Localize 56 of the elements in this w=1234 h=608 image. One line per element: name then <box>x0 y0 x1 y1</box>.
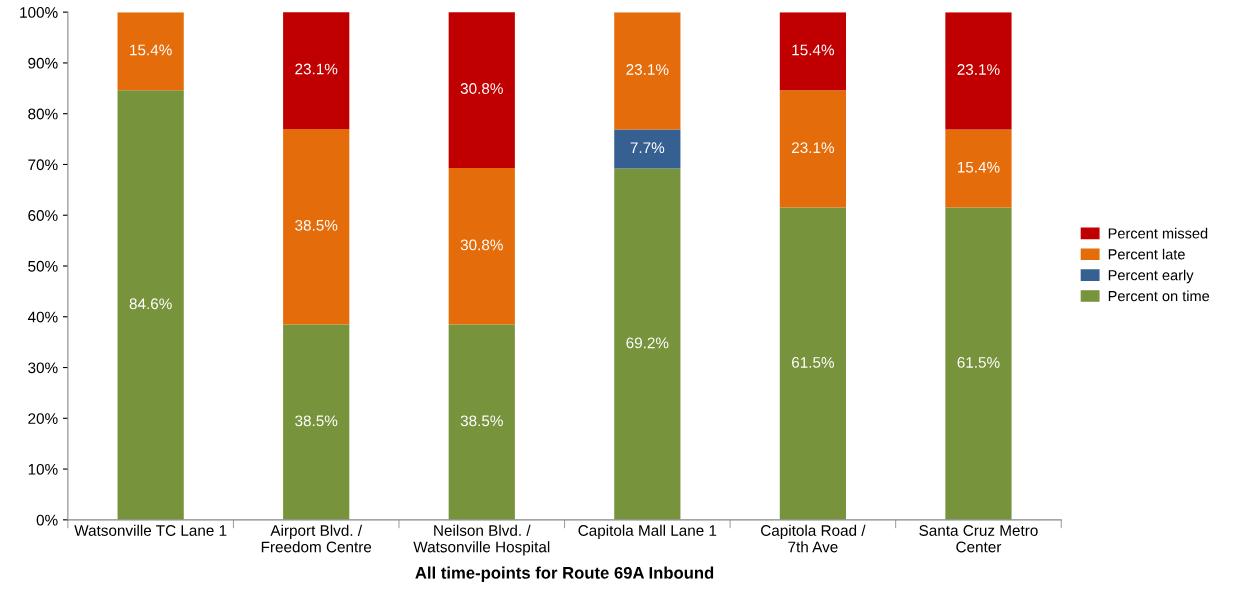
data-label: 38.5% <box>460 415 503 427</box>
legend-label: Percent late <box>1108 248 1185 260</box>
x-tick-label: Capitola Road / 7th Ave <box>761 524 866 553</box>
bar <box>283 128 350 325</box>
y-tick-label: 20% <box>28 413 58 424</box>
data-label: 84.6% <box>129 298 172 310</box>
y-tick-label: 60% <box>28 210 58 221</box>
bar <box>614 168 681 520</box>
bar <box>283 324 350 520</box>
data-label: 61.5% <box>957 357 1000 368</box>
y-tick-label: 30% <box>28 362 58 374</box>
bar <box>945 129 1012 208</box>
x-tick-label: Watsonville TC Lane 1 <box>74 524 227 536</box>
y-tick-label: 70% <box>28 159 58 171</box>
bar <box>614 129 681 169</box>
bar <box>117 12 184 91</box>
bar <box>779 207 847 520</box>
y-tick-label: 80% <box>28 108 58 120</box>
y-tick-label: 40% <box>27 311 58 323</box>
bar <box>614 12 681 130</box>
y-tick-label: 90% <box>28 57 58 69</box>
bar <box>448 168 515 325</box>
data-label: 69.2% <box>626 337 669 349</box>
data-label: 61.5% <box>792 357 835 368</box>
bar <box>779 90 847 208</box>
data-label: 23.1% <box>792 142 835 154</box>
x-tick-label: Airport Blvd. / Freedom Centre <box>261 524 372 553</box>
bar <box>945 207 1012 520</box>
data-label: 38.5% <box>295 415 338 427</box>
bar <box>448 12 515 169</box>
data-label: 23.1% <box>295 63 338 75</box>
x-tick-label: Neilson Blvd. / Watsonville Hospital <box>413 524 550 556</box>
data-label: 30.8% <box>460 83 503 94</box>
legend-label: Percent early <box>1108 269 1194 284</box>
bar <box>117 90 184 520</box>
data-label: 15.4% <box>957 161 1000 173</box>
data-label: 15.4% <box>130 44 172 56</box>
x-tick-label: Santa Cruz Metro Center <box>919 525 1038 553</box>
data-label: 7.7% <box>630 142 665 154</box>
y-tick-label: 0% <box>36 514 58 526</box>
data-label: 15.4% <box>792 44 835 56</box>
data-label: 38.5% <box>295 219 338 231</box>
bar <box>779 12 847 91</box>
bar <box>945 12 1012 130</box>
bar <box>448 324 515 520</box>
legend-label: Percent missed <box>1108 227 1208 239</box>
x-tick-label: Capitola Mall Lane 1 <box>578 524 717 539</box>
y-tick-label: 50% <box>28 260 58 272</box>
y-tick-label: 10% <box>28 463 58 475</box>
data-label: 30.8% <box>460 239 503 251</box>
y-tick-label: 100% <box>20 7 58 18</box>
x-axis-title: All time-points for Route 69A Inbound <box>415 566 714 583</box>
data-label: 23.1% <box>957 64 1000 75</box>
legend-label: Percent on time <box>1108 290 1210 302</box>
data-label: 23.1% <box>626 64 669 75</box>
bar <box>283 12 350 129</box>
